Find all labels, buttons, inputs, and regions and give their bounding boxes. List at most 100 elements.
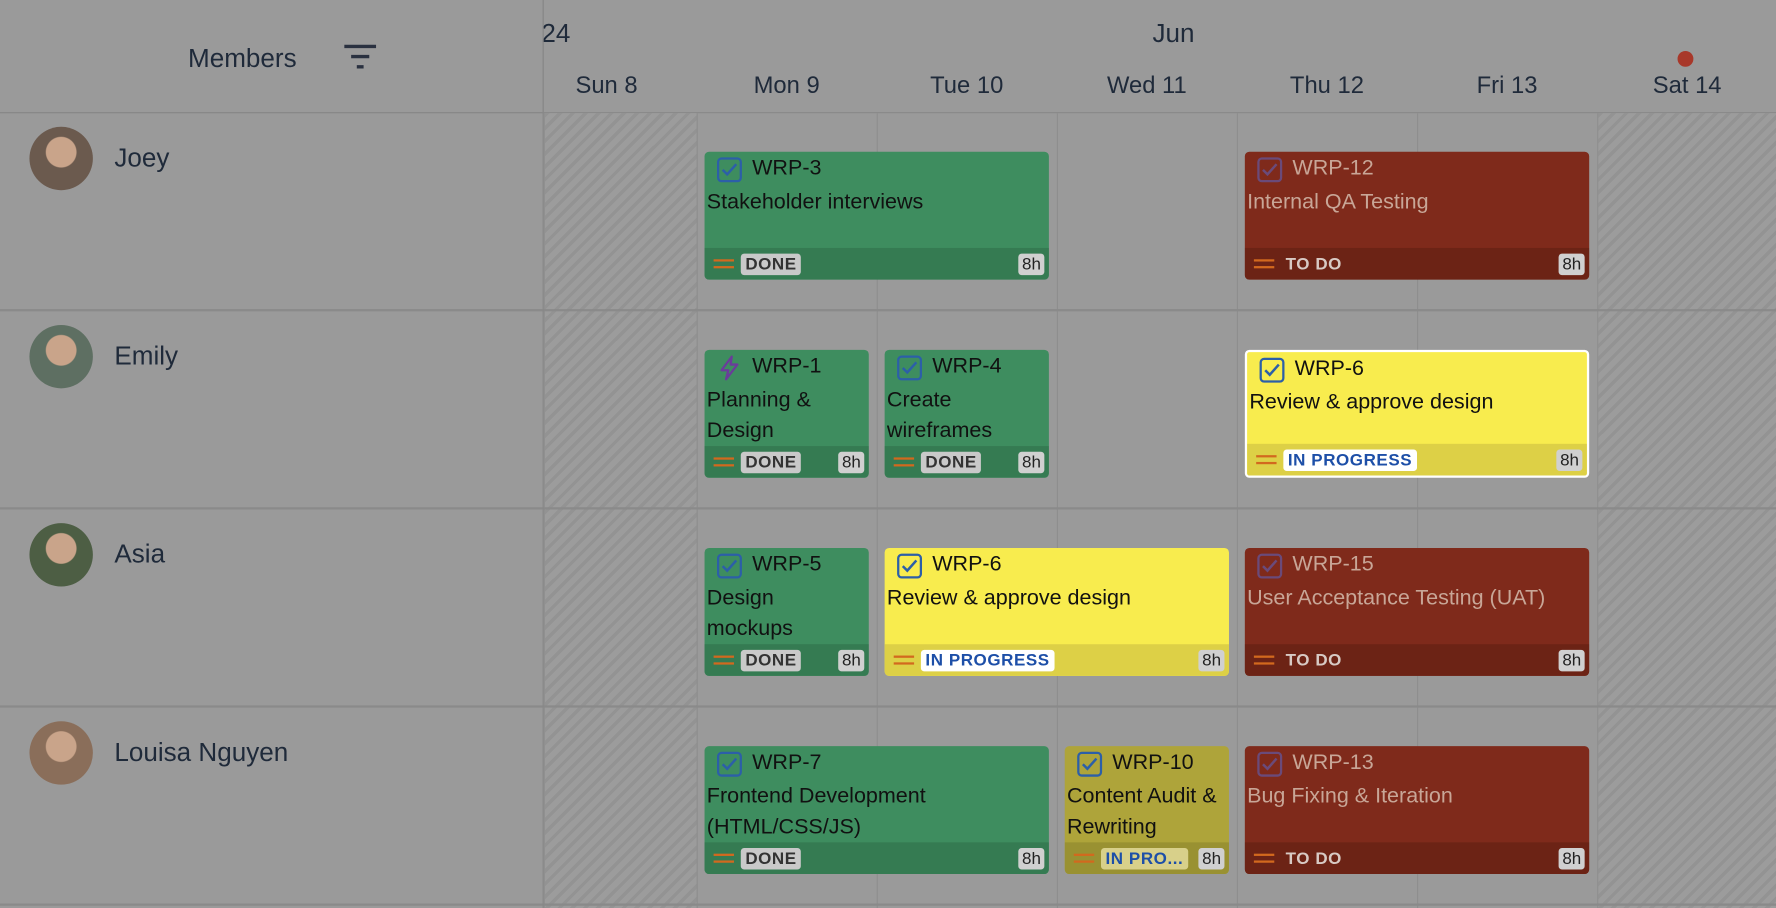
estimate: 8h: [838, 451, 865, 474]
priority-icon: [1253, 860, 1275, 863]
priority-icon: [893, 662, 915, 665]
task-key: WRP-12: [1292, 156, 1374, 181]
task-card[interactable]: WRP-3 Stakeholder interviews DONE 8h: [704, 151, 1049, 280]
status-badge: DONE: [740, 848, 802, 870]
task-card[interactable]: WRP-13 Bug Fixing & Iteration TO DO 8h: [1244, 746, 1590, 875]
estimate: 8h: [1198, 848, 1225, 870]
task-icon: [716, 751, 742, 777]
priority-icon: [713, 259, 734, 262]
priority-icon: [893, 457, 915, 460]
subtask-icon: [720, 355, 739, 381]
task-key: WRP-13: [1292, 750, 1374, 775]
day-column: [1417, 113, 1597, 908]
task-key: WRP-10: [1112, 750, 1194, 775]
filter-icon[interactable]: [342, 43, 378, 72]
priority-icon: [1256, 455, 1277, 458]
day-label: Sun 8: [575, 72, 638, 99]
priority-icon: [1073, 860, 1095, 863]
avatar: [29, 721, 93, 785]
task-title: Review & approve design: [886, 586, 1131, 611]
estimate: 8h: [1558, 253, 1585, 276]
weekend-column: [1597, 113, 1776, 908]
task-card[interactable]: WRP-6 Review & approve design IN PROGRESS 8…: [1244, 349, 1590, 478]
estimate: 8h: [1198, 649, 1225, 672]
task-icon: [897, 553, 923, 579]
status-badge: IN PROGRESS: [1283, 449, 1417, 471]
task-card[interactable]: WRP-10 Content Audit & Rewriting IN PRO...…: [1064, 746, 1229, 875]
member-name: Joey: [114, 142, 170, 173]
task-key: WRP-6: [1294, 356, 1365, 381]
priority-icon: [893, 464, 915, 467]
task-title: Bug Fixing & Iteration: [1247, 784, 1453, 809]
estimate: 8h: [1018, 253, 1045, 276]
weekend-column: [543, 113, 697, 908]
task-footer: DONE 8h: [704, 842, 1049, 875]
task-title: Stakeholder interviews: [706, 190, 924, 214]
status-badge: TO DO: [1285, 254, 1342, 274]
day-column: [1056, 113, 1237, 908]
task-card[interactable]: WRP-15 User Acceptance Testing (UAT) TO DO…: [1244, 547, 1590, 676]
task-footer: DONE 8h: [704, 247, 1049, 280]
task-icon: [1077, 751, 1103, 777]
status-badge: DONE: [740, 253, 802, 276]
task-title: Create wireframes: [886, 388, 993, 443]
day-label: Sat 14: [1652, 72, 1722, 99]
task-key: WRP-5: [752, 552, 822, 577]
task-title: Review & approve design: [1249, 390, 1494, 415]
task-card[interactable]: WRP-5 Design mockups DONE 8h: [704, 547, 869, 676]
estimate: 8h: [1018, 451, 1045, 474]
task-card[interactable]: WRP-7 Frontend Development (HTML/CSS/JS) D…: [704, 746, 1049, 875]
avatar: [29, 126, 93, 191]
priority-icon: [713, 266, 734, 269]
priority-icon: [1253, 266, 1275, 269]
row-divider: [0, 705, 1776, 708]
task-icon: [897, 355, 923, 381]
priority-icon: [1256, 461, 1277, 465]
priority-icon: [713, 655, 734, 658]
day-label: Thu 12: [1289, 72, 1364, 99]
task-title: Content Audit & Rewriting: [1067, 784, 1217, 839]
task-key: WRP-7: [752, 750, 822, 775]
day-label: Mon 9: [753, 72, 820, 99]
task-card[interactable]: WRP-1 Planning & Design DONE 8h: [704, 349, 869, 478]
status-badge: DONE: [920, 451, 982, 474]
task-footer: DONE 8h: [884, 446, 1049, 478]
member-name: Louisa Nguyen: [114, 737, 289, 767]
task-key: WRP-6: [932, 552, 1002, 577]
task-card[interactable]: WRP-12 Internal QA Testing TO DO 8h: [1244, 151, 1590, 280]
task-title: User Acceptance Testing (UAT): [1247, 586, 1546, 611]
row-divider: [0, 903, 1776, 906]
task-card[interactable]: WRP-4 Create wireframes DONE 8h: [884, 349, 1049, 478]
row-divider: [0, 507, 1776, 510]
priority-icon: [713, 662, 734, 665]
task-footer: TO DO 8h: [1244, 842, 1590, 875]
status-badge: IN PRO...: [1100, 848, 1188, 870]
day-label: Tue 10: [930, 72, 1004, 99]
task-icon: [1259, 357, 1285, 383]
status-badge: DONE: [740, 649, 802, 672]
day-column: [876, 113, 1057, 908]
task-footer: DONE 8h: [704, 644, 869, 676]
priority-icon: [713, 464, 734, 467]
avatar: [29, 324, 93, 389]
task-icon: [1257, 751, 1283, 777]
task-footer: IN PRO... 8h: [1064, 842, 1229, 875]
priority-icon: [1073, 853, 1095, 856]
estimate: 8h: [1556, 449, 1583, 471]
day-label: Fri 13: [1476, 72, 1538, 99]
task-footer: TO DO 8h: [1244, 644, 1590, 676]
member-name: Emily: [114, 340, 179, 371]
day-column: [696, 113, 877, 908]
task-key: WRP-3: [752, 156, 822, 181]
avatar: [29, 523, 93, 587]
estimate: 8h: [838, 649, 865, 672]
task-card[interactable]: WRP-6 Review & approve design IN PROGRESS 8…: [884, 547, 1229, 676]
year-fragment: 24: [541, 18, 571, 48]
row-divider: [0, 309, 1776, 312]
task-title: Frontend Development (HTML/CSS/JS): [706, 784, 926, 839]
today-dot: [1677, 50, 1694, 67]
task-key: WRP-15: [1292, 552, 1374, 577]
estimate: 8h: [1558, 848, 1585, 870]
status-badge: IN PROGRESS: [920, 649, 1055, 672]
